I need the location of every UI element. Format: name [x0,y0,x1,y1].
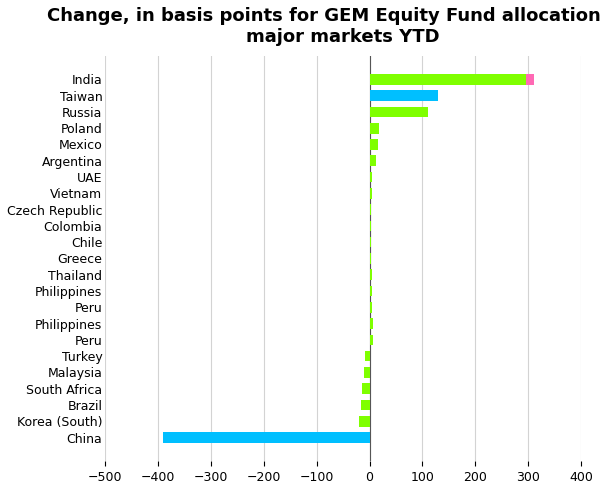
Bar [359,416,370,427]
Bar [361,400,370,410]
Bar [362,383,370,394]
Bar [370,318,373,329]
Bar [370,237,371,247]
Bar [364,367,370,378]
Bar [370,253,371,264]
Bar [163,432,370,443]
Title: Change, in basis points for GEM Equity Fund allocations to
major markets YTD: Change, in basis points for GEM Equity F… [47,7,600,46]
Bar [370,74,526,84]
Bar [370,74,533,84]
Bar [370,123,379,134]
Bar [370,204,371,215]
Bar [370,90,439,101]
Bar [370,90,439,101]
Bar [370,220,371,231]
Bar [370,188,372,199]
Bar [370,107,428,117]
Bar [370,74,533,84]
Bar [365,351,370,361]
Bar [370,156,376,166]
Bar [370,270,372,280]
Bar [163,432,370,443]
Bar [370,334,373,345]
Bar [370,302,372,313]
Bar [370,139,378,150]
Bar [370,172,372,182]
Bar [370,286,372,297]
